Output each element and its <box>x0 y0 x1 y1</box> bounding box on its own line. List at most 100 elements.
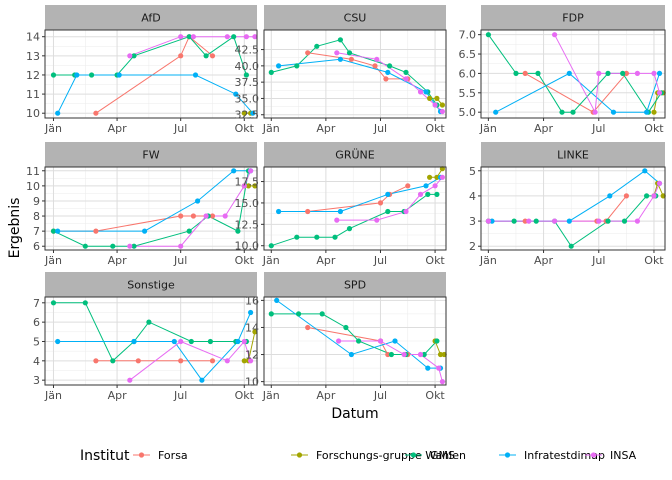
y-tick-label: 15.0 <box>235 197 260 210</box>
data-point-infratestdimap <box>55 228 61 234</box>
x-tick-label: Jul <box>373 254 387 267</box>
legend: Institut Forsa Forschungs-gruppe WahlenGMS… <box>80 448 637 464</box>
panel-strip <box>264 272 446 297</box>
data-point-insa <box>243 34 249 40</box>
data-point-gms <box>387 63 393 69</box>
x-tick-label: Jän <box>262 254 280 267</box>
data-point-gms <box>485 32 491 38</box>
panel-fdp: FDP 5.0 5.5 6.0 6.5 7.0 Jän Apr Jul Okt <box>459 5 666 135</box>
data-point-insa <box>439 174 445 180</box>
data-point-infratestdimap <box>610 109 617 115</box>
panel-strip <box>481 142 665 167</box>
data-point-gms <box>605 70 611 76</box>
x-tick-label: Jul <box>173 122 187 135</box>
y-tick-label: 13 <box>26 50 40 63</box>
x-axis-title: Datum <box>331 406 378 422</box>
data-point-insa <box>403 208 409 215</box>
series-line-forsa <box>307 185 409 212</box>
data-point-forsa <box>623 193 630 199</box>
data-point-infratestdimap <box>233 91 239 97</box>
legend-label: Forsa <box>158 449 188 462</box>
y-axis-title: Ergebnis <box>7 198 23 259</box>
data-point-infratestdimap <box>489 218 495 224</box>
data-point-infratestdimap <box>171 338 177 345</box>
data-point-gms <box>294 234 300 240</box>
y-tick-label: 10.0 <box>235 240 260 253</box>
panel-title: SPD <box>344 279 366 292</box>
legend-key-point <box>410 452 417 458</box>
data-point-forschungs-gruppe-wahlen <box>241 358 247 364</box>
data-point-gms <box>314 234 320 240</box>
data-point-insa <box>127 53 133 59</box>
x-tick-label: Okt <box>235 389 255 402</box>
data-point-infratestdimap <box>348 351 354 358</box>
y-tick-label: 3 <box>469 215 476 228</box>
y-tick-label: 14 <box>245 321 259 334</box>
data-point-infratestdimap <box>423 183 429 189</box>
data-point-gms <box>50 72 57 78</box>
data-point-gms <box>570 109 576 115</box>
y-tick-label: 17.5 <box>235 176 260 189</box>
x-tick-label: Apr <box>534 122 554 135</box>
panel-strip <box>264 142 446 167</box>
data-point-gms <box>559 109 565 115</box>
data-point-insa <box>178 34 184 40</box>
data-point-gms <box>621 218 628 224</box>
data-point-gms <box>188 338 194 345</box>
data-point-insa <box>439 379 445 385</box>
panel-border <box>44 296 258 386</box>
data-point-infratestdimap <box>493 109 499 115</box>
data-point-gms <box>268 69 274 75</box>
y-tick-label: 42.5 <box>235 44 260 57</box>
data-point-insa <box>596 70 602 76</box>
y-tick-label: 32.5 <box>235 109 260 122</box>
data-point-forsa <box>209 53 216 59</box>
data-point-insa <box>222 213 228 219</box>
y-tick-label: 5 <box>469 165 476 178</box>
data-point-insa <box>377 338 384 344</box>
data-point-gms <box>434 191 440 197</box>
data-point-gms <box>207 338 213 345</box>
panel-border <box>44 29 258 119</box>
data-point-gms <box>89 72 95 78</box>
x-tick-label: Okt <box>644 254 664 267</box>
panel-title: AfD <box>141 12 160 25</box>
x-tick-label: Apr <box>108 122 128 135</box>
data-point-gms <box>568 243 574 249</box>
data-point-gms <box>511 218 517 224</box>
data-point-forsa <box>348 56 354 62</box>
data-point-forsa <box>522 218 528 224</box>
data-point-insa <box>439 108 445 115</box>
series-line-gms <box>53 170 249 247</box>
panel-border <box>263 296 447 386</box>
data-point-gms <box>243 72 249 78</box>
panel-border <box>263 166 447 251</box>
data-point-insa <box>436 365 442 371</box>
x-tick-label: Jul <box>591 122 605 135</box>
data-point-insa <box>252 34 258 40</box>
data-point-insa <box>634 218 641 224</box>
x-tick-label: Jän <box>479 122 497 135</box>
data-point-gms <box>82 300 88 306</box>
data-point-insa <box>403 76 409 82</box>
data-point-infratestdimap <box>116 72 122 78</box>
data-point-forsa <box>377 200 384 206</box>
data-point-gms <box>319 311 325 317</box>
data-point-infratestdimap <box>337 56 343 62</box>
panel-title: FW <box>142 149 159 162</box>
data-point-gms <box>314 43 320 49</box>
data-point-insa <box>248 358 254 364</box>
data-point-insa <box>651 70 657 76</box>
x-tick-label: Jul <box>173 389 187 402</box>
x-tick-label: Apr <box>316 122 336 135</box>
data-point-gms <box>268 243 274 249</box>
data-point-infratestdimap <box>192 72 199 78</box>
data-point-insa <box>656 90 663 96</box>
panel-fw: FW 6 7 8 9 10 11 Jän Apr Jul Okt <box>26 142 258 267</box>
y-tick-label: 6 <box>33 316 40 329</box>
data-point-insa <box>485 218 491 224</box>
legend-label: Infratestdimap <box>524 449 605 462</box>
data-point-forsa <box>385 351 391 358</box>
panel-strip <box>45 5 257 30</box>
data-point-insa <box>596 218 602 224</box>
